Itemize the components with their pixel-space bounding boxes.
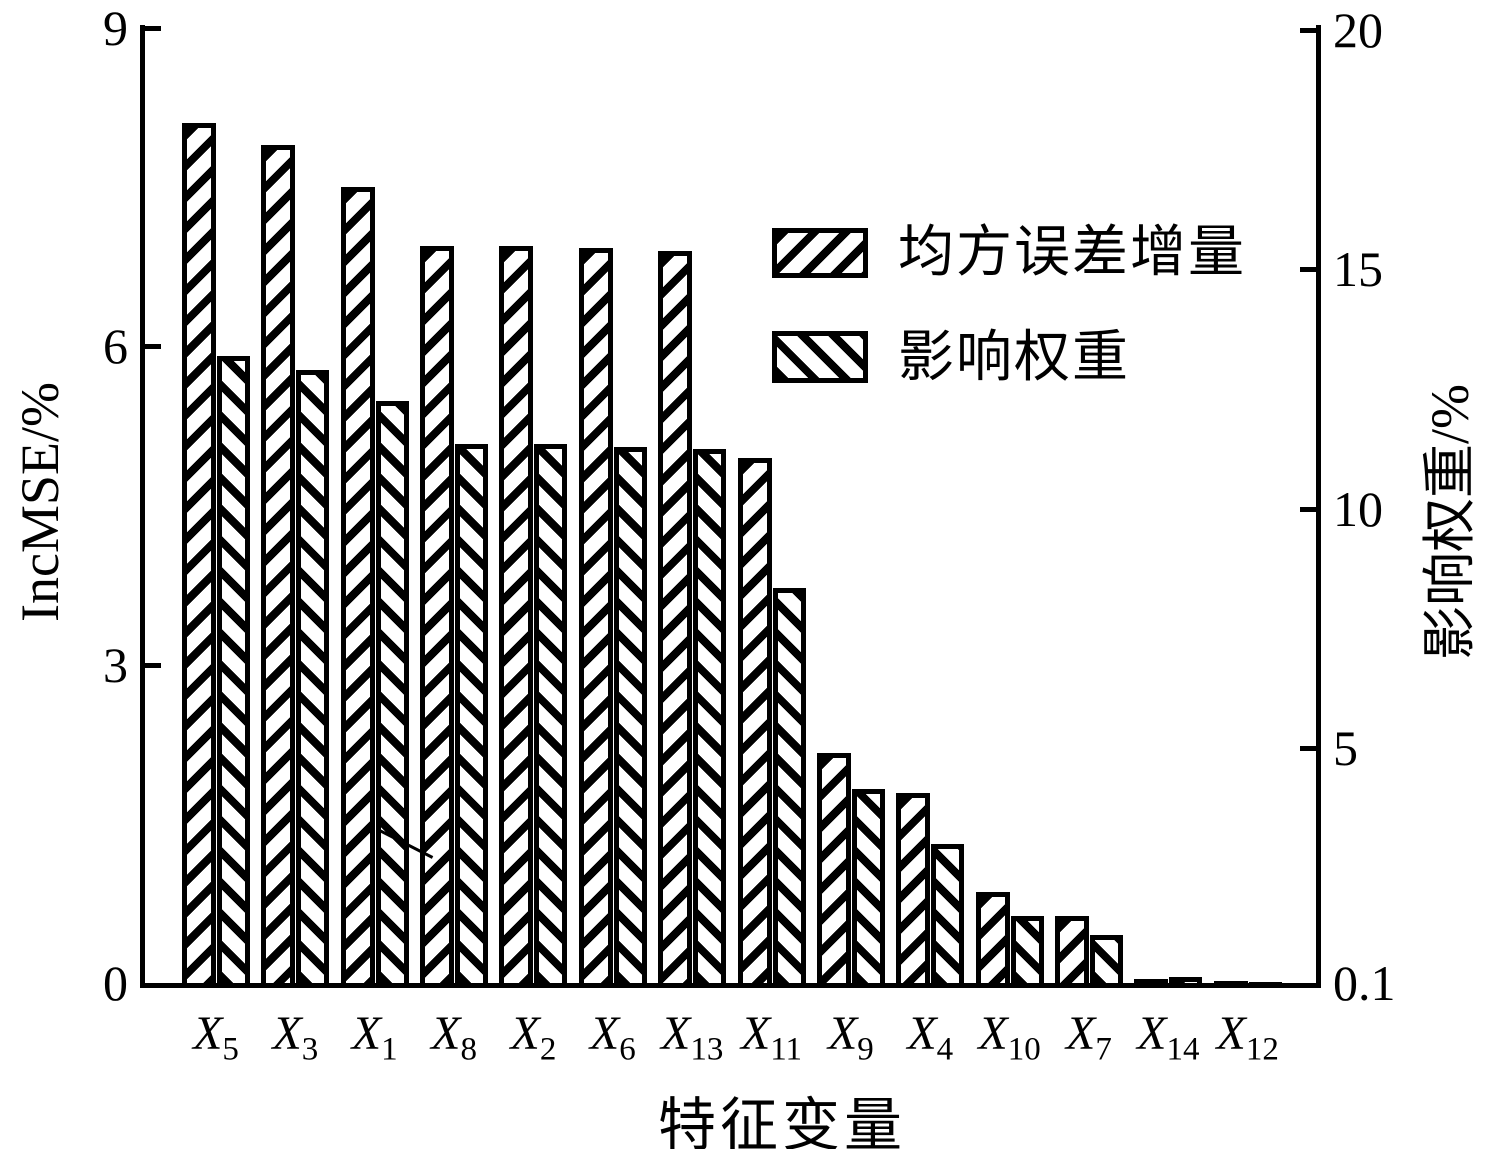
x-label-X6: X6 [589,1007,636,1068]
bar-mse-increment-X8 [420,246,455,983]
left-tick-label-0: 0 [103,955,128,1011]
x-label-X5: X5 [193,1007,239,1068]
bar-mse-increment-X12 [1213,981,1248,986]
legend-label-influence-weight: 影响权重 [898,327,1130,389]
right-axis-title: 影响权重/% [1420,384,1480,660]
bar-influence-weight-X3 [296,370,330,983]
x-label-X13: X13 [660,1007,724,1068]
bar-influence-weight-X1 [375,401,409,983]
bar-mse-increment-X7 [1054,916,1089,983]
bar-mse-increment-X14 [1134,979,1169,984]
right-tick-label-20: 20 [1333,2,1383,58]
left-tick-label-9: 9 [103,0,128,56]
x-label-X3: X3 [272,1007,319,1068]
legend-label-mse-increment: 均方误差增量 [898,222,1246,284]
bar-influence-weight-X8 [455,444,489,983]
bar-mse-increment-X10 [975,892,1010,983]
right-tick-5 [1300,746,1316,752]
right-tick-10 [1300,506,1316,512]
x-label-X4: X4 [907,1007,954,1068]
legend-swatch-influence-weight [772,331,868,383]
bar-influence-weight-X9 [851,789,885,983]
left-tick-9 [145,26,161,31]
left-axis-title: IncMSE/% [10,382,70,622]
bar-mse-increment-X5 [182,123,216,983]
left-tick-label-3: 3 [103,636,128,693]
right-tick-label-10: 10 [1333,480,1383,537]
right-tick-20 [1300,28,1316,33]
bar-influence-weight-X7 [1089,935,1123,983]
left-tick-label-6: 6 [103,318,128,375]
bar-mse-increment-X1 [340,187,375,983]
left-tick-3 [145,662,161,668]
bar-influence-weight-X4 [931,844,965,983]
x-label-X7: X7 [1066,1007,1112,1068]
bar-mse-increment-X3 [261,145,296,983]
y-axis-right-line [1316,25,1321,988]
x-axis-line [140,983,1321,988]
x-label-X8: X8 [431,1007,477,1068]
y-axis-left-line [140,25,145,988]
bar-influence-weight-X14 [1169,977,1203,983]
left-tick-6 [145,344,161,350]
bar-influence-weight-X2 [534,444,568,983]
bar-mse-increment-X13 [658,251,693,983]
bar-influence-weight-X13 [693,449,727,983]
right-tick-label-15: 15 [1333,241,1383,298]
right-tick-label-0.1: 0.1 [1333,955,1396,1011]
right-tick-label-5: 5 [1333,720,1358,777]
bar-influence-weight-X12 [1248,982,1282,987]
bar-influence-weight-X10 [1010,916,1044,983]
right-tick-15 [1300,267,1316,273]
bar-mse-increment-X6 [578,248,613,983]
x-label-X9: X9 [827,1007,874,1068]
x-label-X10: X10 [978,1007,1041,1068]
x-label-X11: X11 [740,1007,803,1068]
bar-influence-weight-X6 [613,447,647,983]
bar-mse-increment-X2 [499,246,534,983]
bar-mse-increment-X11 [737,458,772,983]
bar-influence-weight-X11 [772,588,806,983]
x-label-X2: X2 [510,1007,557,1068]
bar-mse-increment-X9 [816,753,851,983]
bar-influence-weight-X5 [217,356,250,983]
x-axis-title: 特征变量 [657,1093,906,1149]
bar-mse-increment-X4 [896,793,931,983]
x-label-X1: X1 [351,1007,398,1068]
x-label-X14: X14 [1137,1007,1200,1068]
legend-swatch-mse-increment [772,228,868,278]
x-label-X12: X12 [1216,1007,1279,1068]
